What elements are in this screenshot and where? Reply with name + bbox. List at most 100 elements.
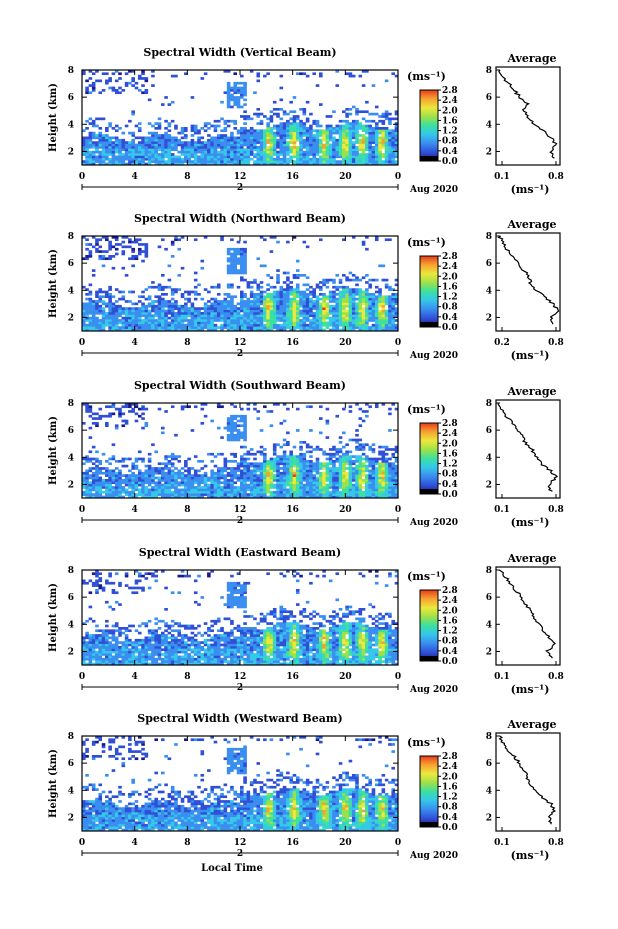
heatmap-cell [358, 162, 363, 166]
heatmap-cell [167, 157, 172, 161]
heatmap-cell [240, 424, 244, 428]
heatmap-cell [82, 422, 86, 425]
heatmap-cell [174, 471, 178, 475]
heatmap-cell [223, 146, 228, 149]
heatmap-cell [177, 321, 182, 325]
heatmap-cell [351, 307, 356, 310]
heatmap-cell [91, 481, 96, 485]
heatmap-cell [197, 293, 201, 296]
heatmap-cell [348, 293, 353, 296]
heatmap-cell [226, 91, 231, 95]
heatmap-cell [210, 155, 214, 159]
heatmap-cell [388, 321, 392, 325]
heatmap-cell [236, 495, 241, 499]
heatmap-cell [292, 136, 297, 140]
heatmap-cell [388, 134, 392, 137]
heatmap-cell [345, 153, 349, 156]
heatmap-cell [131, 112, 135, 116]
heatmap-cell [312, 153, 317, 156]
heatmap-cell [325, 483, 330, 487]
heatmap-cell [226, 321, 231, 325]
heatmap-cell [348, 141, 353, 144]
heatmap-cell [282, 314, 287, 318]
heatmap-cell [358, 312, 363, 315]
heatmap-cell [226, 259, 231, 263]
heatmap-cell [394, 326, 399, 329]
heatmap-cell [315, 488, 320, 492]
heatmap-cell [351, 438, 356, 442]
heatmap-cell [332, 467, 336, 470]
heatmap-cell [114, 79, 119, 83]
heatmap-cell [272, 112, 277, 116]
heatmap-cell [348, 290, 353, 294]
heatmap-cell [118, 150, 122, 154]
heatmap-cell [246, 488, 251, 492]
heatmap-cell [388, 143, 392, 147]
heatmap-cell [128, 469, 132, 473]
heatmap-cell [309, 162, 313, 166]
heatmap-cell [279, 467, 284, 470]
heatmap-cell [111, 304, 116, 308]
heatmap-cell [95, 155, 99, 159]
heatmap-cell [193, 157, 198, 161]
heatmap-cell [272, 162, 277, 166]
heatmap-cell [101, 141, 106, 144]
heatmap-cell [111, 160, 116, 163]
heatmap-cell [233, 471, 238, 475]
heatmap-cell [371, 319, 376, 322]
heatmap-cell [345, 476, 349, 480]
heatmap-cell [388, 162, 392, 166]
heatmap-cell [269, 462, 274, 466]
heatmap-cell [105, 293, 109, 296]
heatmap-cell [309, 471, 313, 475]
heatmap-cell [200, 307, 205, 310]
heatmap-cell [121, 153, 126, 156]
heatmap-cell [82, 328, 86, 332]
heatmap-cell [88, 410, 93, 413]
heatmap-cell [118, 490, 122, 494]
heatmap-cell [128, 486, 132, 489]
heatmap-cell [187, 309, 191, 313]
heatmap-cell [134, 464, 139, 468]
heatmap-cell [253, 457, 257, 461]
heatmap-cell [302, 131, 307, 135]
heatmap-cell [154, 476, 159, 480]
heatmap-cell [325, 141, 330, 144]
heatmap-cell [269, 476, 274, 480]
heatmap-cell [184, 488, 188, 492]
heatmap-cell [82, 323, 86, 327]
heatmap-cell [98, 245, 103, 249]
heatmap-cell [309, 488, 313, 492]
heatmap-cell [335, 138, 340, 142]
heatmap-cell [272, 309, 277, 313]
heatmap-cell [240, 323, 244, 327]
heatmap-cell [272, 486, 277, 489]
heatmap-cell [279, 293, 284, 296]
heatmap-cell [223, 293, 228, 296]
heatmap-cell [137, 312, 142, 315]
heatmap-cell [272, 476, 277, 480]
heatmap-cell [279, 323, 284, 327]
heatmap-cell [134, 479, 139, 482]
heatmap-cell [226, 490, 231, 494]
heatmap-cell [266, 160, 270, 163]
heatmap-cell [246, 323, 251, 327]
heatmap-cell [114, 321, 119, 325]
heatmap-cell [351, 323, 356, 327]
heatmap-cell [315, 471, 320, 475]
heatmap-cell [154, 467, 159, 470]
heatmap-cell [292, 127, 297, 130]
heatmap-cell [95, 243, 99, 246]
heatmap-cell [216, 479, 221, 482]
heatmap-cell [286, 443, 290, 447]
heatmap-cell [299, 469, 303, 473]
heatmap-cell [253, 146, 257, 149]
heatmap-cell [213, 483, 218, 487]
heatmap-cell [348, 481, 353, 485]
heatmap-cell [131, 150, 135, 154]
heatmap-cell [312, 148, 317, 152]
heatmap-cell [124, 488, 129, 492]
heatmap-cell [342, 302, 346, 306]
heatmap-cell [361, 138, 366, 142]
heatmap-cell [253, 486, 257, 489]
